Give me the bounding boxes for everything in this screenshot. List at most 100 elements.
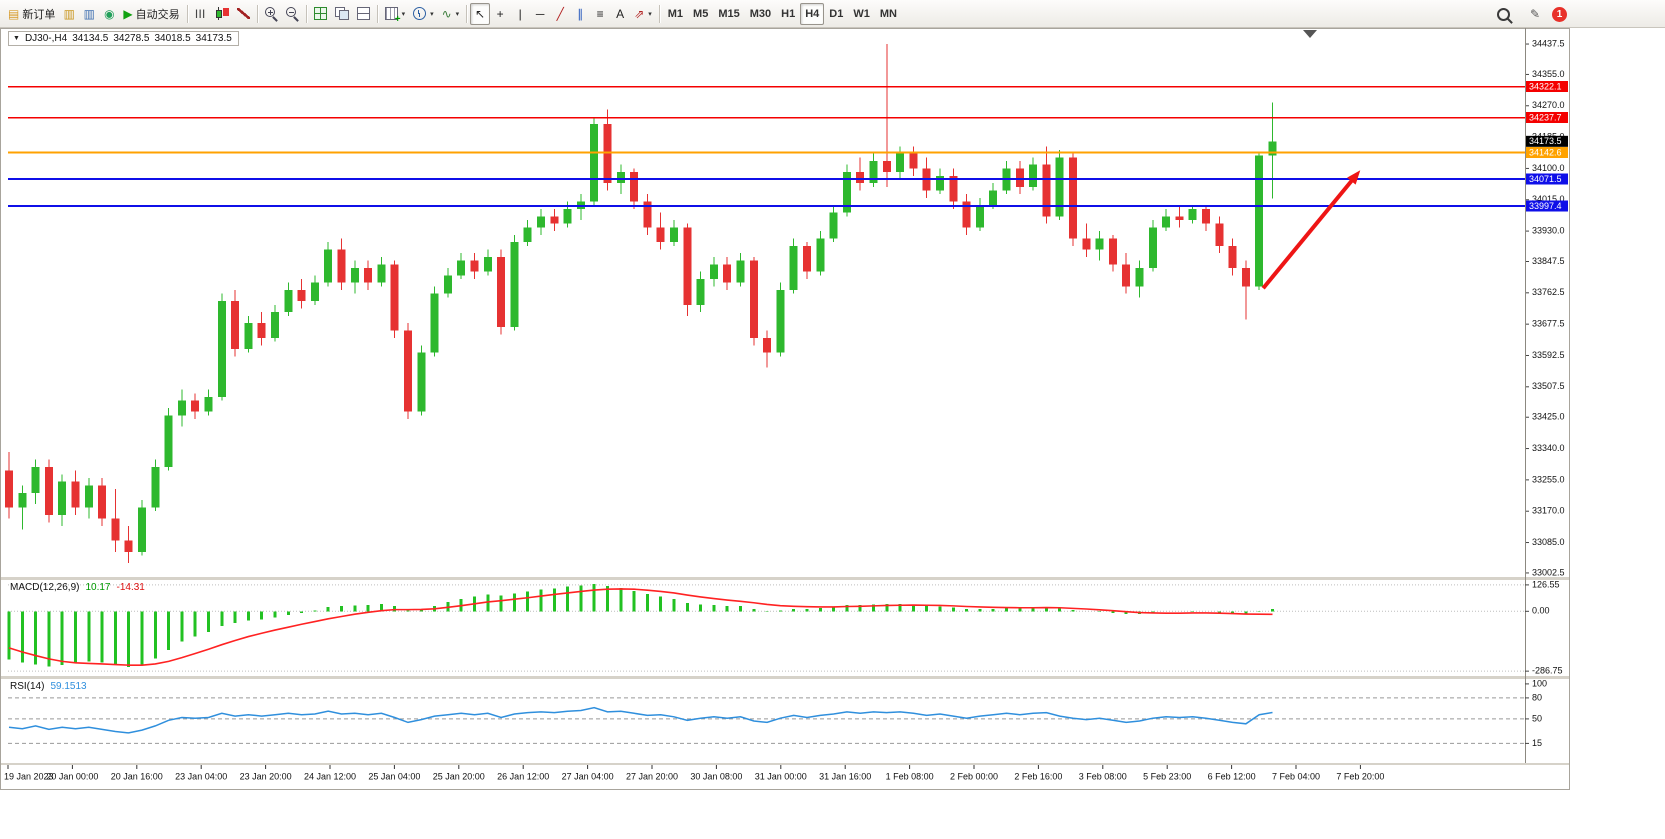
timeframe-h4-button[interactable]: H4: [800, 2, 825, 25]
svg-text:25 Jan 20:00: 25 Jan 20:00: [433, 771, 485, 781]
vertical-line-button[interactable]: |: [510, 3, 530, 25]
vertical-line-icon: |: [518, 6, 522, 21]
tile-windows-button[interactable]: [310, 3, 331, 25]
candle: [537, 216, 545, 228]
rsi-pane: 100 80 50 15: [8, 678, 1547, 748]
candle: [443, 275, 452, 294]
indicator-wave-icon: ∿: [441, 6, 452, 21]
timeframe-m1-button[interactable]: M1: [663, 3, 688, 25]
svg-text:5 Feb 23:00: 5 Feb 23:00: [1143, 771, 1191, 781]
timeframe-d1-button[interactable]: D1: [824, 3, 848, 25]
symbol-period: DJ30-,H4: [24, 33, 68, 44]
zoom-in-button[interactable]: [261, 3, 282, 25]
fibonacci-button[interactable]: ≡: [590, 3, 610, 25]
svg-text:33930.0: 33930.0: [1532, 225, 1565, 235]
pane-splitter[interactable]: [1, 676, 1569, 679]
new-chart-button[interactable]: ▾: [381, 3, 410, 25]
line-chart-button[interactable]: [233, 3, 254, 25]
horizontal-line-button[interactable]: ─: [530, 3, 550, 25]
svg-text:24 Jan 12:00: 24 Jan 12:00: [304, 771, 356, 781]
pane-splitter[interactable]: [1, 577, 1569, 580]
candle: [803, 245, 811, 272]
tile-grid-icon: [313, 7, 327, 20]
candle: [1228, 245, 1237, 268]
ohlc-open: 34134.5: [72, 33, 109, 44]
new-order-icon: ▤: [8, 6, 20, 21]
price-line-label[interactable]: [1526, 112, 1568, 124]
toolbar: ▤新订单▥▥◉▶自动交易|||▾▾∿▾↖+|─╱∥≡A⇗▾M1M5M15M30H…: [0, 0, 1665, 28]
svg-text:2 Feb 00:00: 2 Feb 00:00: [950, 771, 998, 781]
rsi-line: [8, 706, 1273, 734]
toolbar-separator: [376, 4, 378, 23]
svg-text:34142.6: 34142.6: [1529, 148, 1562, 158]
market-watch-button[interactable]: ▥: [79, 3, 99, 25]
candle: [297, 290, 306, 302]
timeframe-h1-button[interactable]: H1: [776, 3, 800, 25]
price-line-label[interactable]: [1526, 200, 1568, 212]
collapse-panel-icon[interactable]: ▼: [13, 35, 20, 42]
toolbar-right: ✎ 1: [1493, 0, 1567, 28]
chart-window-button[interactable]: ▥: [59, 3, 79, 25]
cascade-icon: [334, 7, 349, 20]
autotrading-button[interactable]: ▶ 自动交易: [119, 3, 183, 25]
timeframe-m15-button[interactable]: M15: [713, 3, 744, 25]
candle: [563, 208, 572, 224]
candle: [231, 301, 240, 350]
candle: [138, 507, 146, 552]
notification-badge[interactable]: 1: [1552, 6, 1567, 22]
text-label-button[interactable]: A: [610, 3, 630, 25]
candle: [909, 153, 918, 169]
crosshair-button[interactable]: +: [490, 3, 510, 25]
candle: [962, 201, 971, 228]
candle: [882, 161, 891, 173]
zoom-out-button[interactable]: [282, 3, 303, 25]
candle: [1188, 208, 1197, 221]
svg-text:34437.5: 34437.5: [1532, 38, 1565, 48]
candlestick-chart-button[interactable]: [211, 3, 233, 25]
rsi-name: RSI(14): [10, 681, 45, 692]
macd-name: MACD(12,26,9): [10, 582, 80, 593]
candle: [151, 466, 160, 508]
timeframe-m5-button[interactable]: M5: [688, 3, 713, 25]
candle: [736, 260, 745, 283]
trendline-button[interactable]: ╱: [550, 3, 570, 25]
candle: [1268, 141, 1277, 156]
ohlc-bars-icon: |||: [195, 8, 206, 18]
trend-arrow-object[interactable]: [1261, 170, 1361, 290]
candle: [111, 518, 120, 541]
cascade-windows-button[interactable]: [331, 3, 353, 25]
svg-text:33677.5: 33677.5: [1532, 319, 1565, 329]
svg-text:20 Jan 00:00: 20 Jan 00:00: [46, 771, 98, 781]
sound-alert-button[interactable]: ◉: [99, 3, 119, 25]
svg-text:31 Jan 16:00: 31 Jan 16:00: [819, 771, 871, 781]
search-button[interactable]: [1493, 3, 1518, 25]
chart-shift-marker-icon[interactable]: [1303, 30, 1317, 38]
candle: [324, 249, 333, 283]
channel-button[interactable]: ∥: [570, 3, 590, 25]
svg-text:1 Feb 08:00: 1 Feb 08:00: [886, 771, 934, 781]
price-line-label[interactable]: [1526, 147, 1568, 159]
periods-button[interactable]: ▾: [409, 3, 438, 25]
bars-chart-button[interactable]: |||: [191, 3, 211, 25]
cursor-icon: ↖: [475, 6, 486, 21]
timeframe-mn-button-label: MN: [879, 7, 897, 20]
timeframe-m30-button[interactable]: M30: [745, 3, 776, 25]
price-axis[interactable]: 34437.534355.034270.034185.034100.034015…: [1525, 38, 1565, 577]
tile-horizontal-button[interactable]: [353, 3, 374, 25]
svg-text:33340.0: 33340.0: [1532, 443, 1565, 453]
timeframe-mn-button[interactable]: MN: [875, 3, 902, 25]
timeframe-w1-button[interactable]: W1: [848, 3, 875, 25]
indicators-button[interactable]: ∿ ▾: [438, 3, 464, 25]
arrow-objects-button[interactable]: ⇗ ▾: [630, 3, 656, 25]
candle: [550, 216, 559, 224]
quick-edit-button[interactable]: ✎: [1525, 3, 1545, 25]
price-line-label[interactable]: [1526, 81, 1568, 93]
candle: [44, 466, 53, 515]
crosshair-icon: +: [496, 6, 504, 21]
new-order-button[interactable]: ▤ 新订单: [4, 3, 59, 25]
cursor-button[interactable]: ↖: [470, 2, 491, 25]
price-line-label[interactable]: [1526, 173, 1568, 185]
candle: [284, 290, 293, 313]
